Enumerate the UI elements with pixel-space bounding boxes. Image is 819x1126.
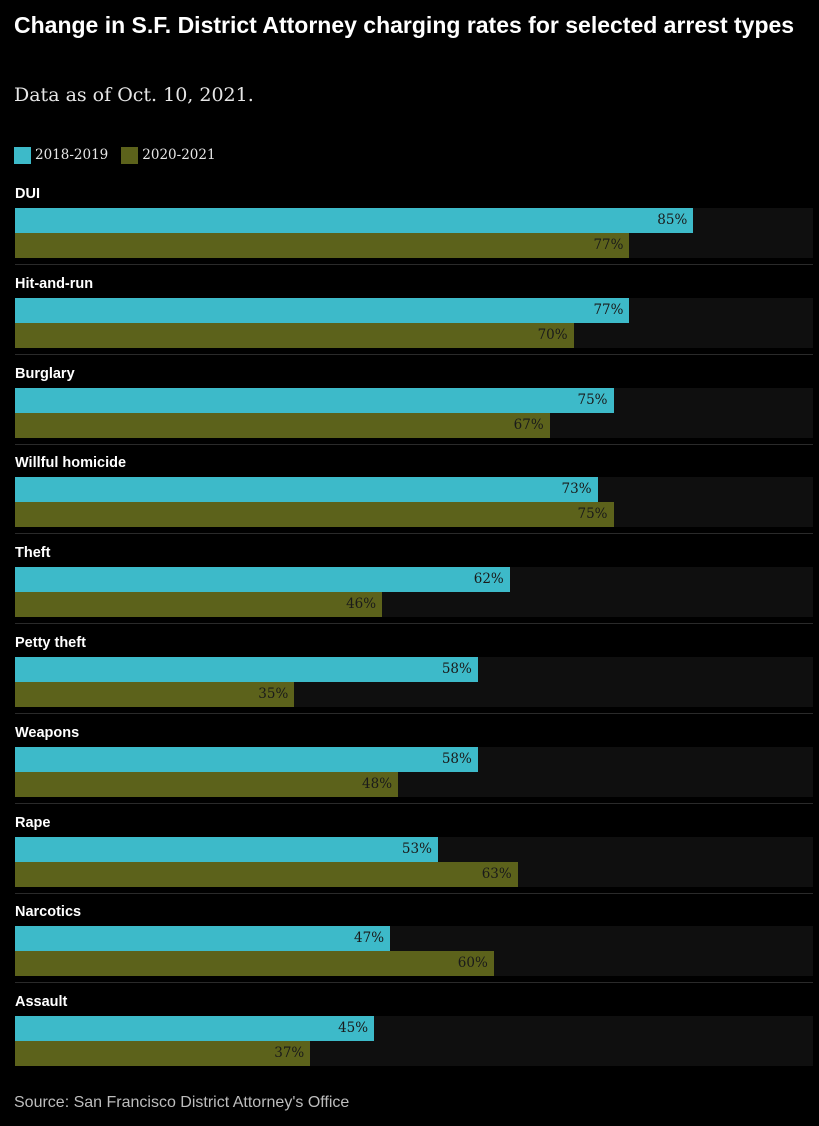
chart-title: Change in S.F. District Attorney chargin… xyxy=(14,12,795,38)
bar-value-label: 73% xyxy=(561,481,592,498)
category-label: Assault xyxy=(15,994,68,1011)
bar-value-label: 37% xyxy=(274,1045,305,1062)
bar-series-2: 37% xyxy=(15,1041,311,1067)
bar-value-label: 58% xyxy=(441,750,472,767)
legend-item-series-2: 2020-2021 xyxy=(121,146,216,164)
bar-series-1: 45% xyxy=(15,1016,375,1042)
bar-series-1: 58% xyxy=(15,746,478,772)
bar-series-2: 67% xyxy=(15,412,550,438)
category-divider xyxy=(15,802,813,804)
bar-series-2: 35% xyxy=(15,682,295,707)
bar-value-label: 75% xyxy=(577,506,608,523)
category-label: Hit-and-run xyxy=(15,275,94,292)
category-divider xyxy=(15,264,813,265)
bar-series-1: 58% xyxy=(15,657,478,682)
bar-value-label: 75% xyxy=(577,391,608,408)
bar-value-label: 63% xyxy=(481,865,512,882)
bar-value-label: 77% xyxy=(593,237,624,253)
bar-series-1: 73% xyxy=(15,477,598,503)
category-divider xyxy=(15,713,813,714)
bar-series-2: 75% xyxy=(15,502,614,528)
category-divider xyxy=(15,353,813,355)
bar-value-label: 35% xyxy=(258,686,289,702)
category-label: Theft xyxy=(15,545,51,562)
bar-series-1: 62% xyxy=(15,567,510,593)
chart-subtitle: Data as of Oct. 10, 2021. xyxy=(14,84,254,106)
category-label: Rape xyxy=(15,814,51,831)
legend-swatch-series-2 xyxy=(121,146,139,164)
bar-value-label: 48% xyxy=(362,775,393,792)
category-divider xyxy=(15,982,813,984)
category-label: Burglary xyxy=(15,365,75,382)
bar-value-label: 62% xyxy=(473,571,504,588)
bar-series-1: 85% xyxy=(15,208,694,233)
category-label: DUI xyxy=(15,186,40,202)
bar-value-label: 58% xyxy=(441,661,472,677)
bar-series-1: 77% xyxy=(15,297,630,323)
bar-value-label: 67% xyxy=(513,416,544,433)
bar-value-label: 77% xyxy=(593,301,624,318)
category-label: Petty theft xyxy=(15,635,86,651)
bar-value-label: 46% xyxy=(346,596,377,613)
bar-series-1: 47% xyxy=(15,926,391,952)
bar-series-1: 75% xyxy=(15,387,614,413)
legend-label-series-2: 2020-2021 xyxy=(142,147,216,163)
bar-value-label: 70% xyxy=(537,326,568,343)
bar-series-2: 70% xyxy=(15,322,574,348)
legend-swatch-series-1 xyxy=(14,146,31,164)
bar-series-2: 63% xyxy=(15,861,518,887)
legend-label-series-1: 2018-2019 xyxy=(35,147,109,163)
category-label: Weapons xyxy=(15,724,80,741)
category-label: Narcotics xyxy=(15,904,82,921)
legend: 2018-2019 2020-2021 xyxy=(14,145,229,165)
category-divider xyxy=(15,443,813,445)
bar-series-2: 77% xyxy=(15,233,630,258)
category-label: Willful homicide xyxy=(15,455,127,472)
bar-value-label: 85% xyxy=(657,212,688,228)
category-divider xyxy=(15,892,813,894)
bar-series-2: 48% xyxy=(15,771,399,797)
legend-item-series-1: 2018-2019 xyxy=(14,146,109,164)
bar-series-1: 53% xyxy=(15,836,438,862)
bar-value-label: 45% xyxy=(338,1020,369,1037)
category-divider xyxy=(15,533,813,535)
bar-value-label: 60% xyxy=(457,955,488,972)
source-note: Source: San Francisco District Attorney'… xyxy=(14,1094,350,1111)
bar-series-2: 46% xyxy=(15,592,383,618)
bar-value-label: 53% xyxy=(401,840,432,857)
category-divider xyxy=(15,623,813,625)
bar-value-label: 47% xyxy=(354,930,385,947)
bar-series-2: 60% xyxy=(15,951,494,977)
